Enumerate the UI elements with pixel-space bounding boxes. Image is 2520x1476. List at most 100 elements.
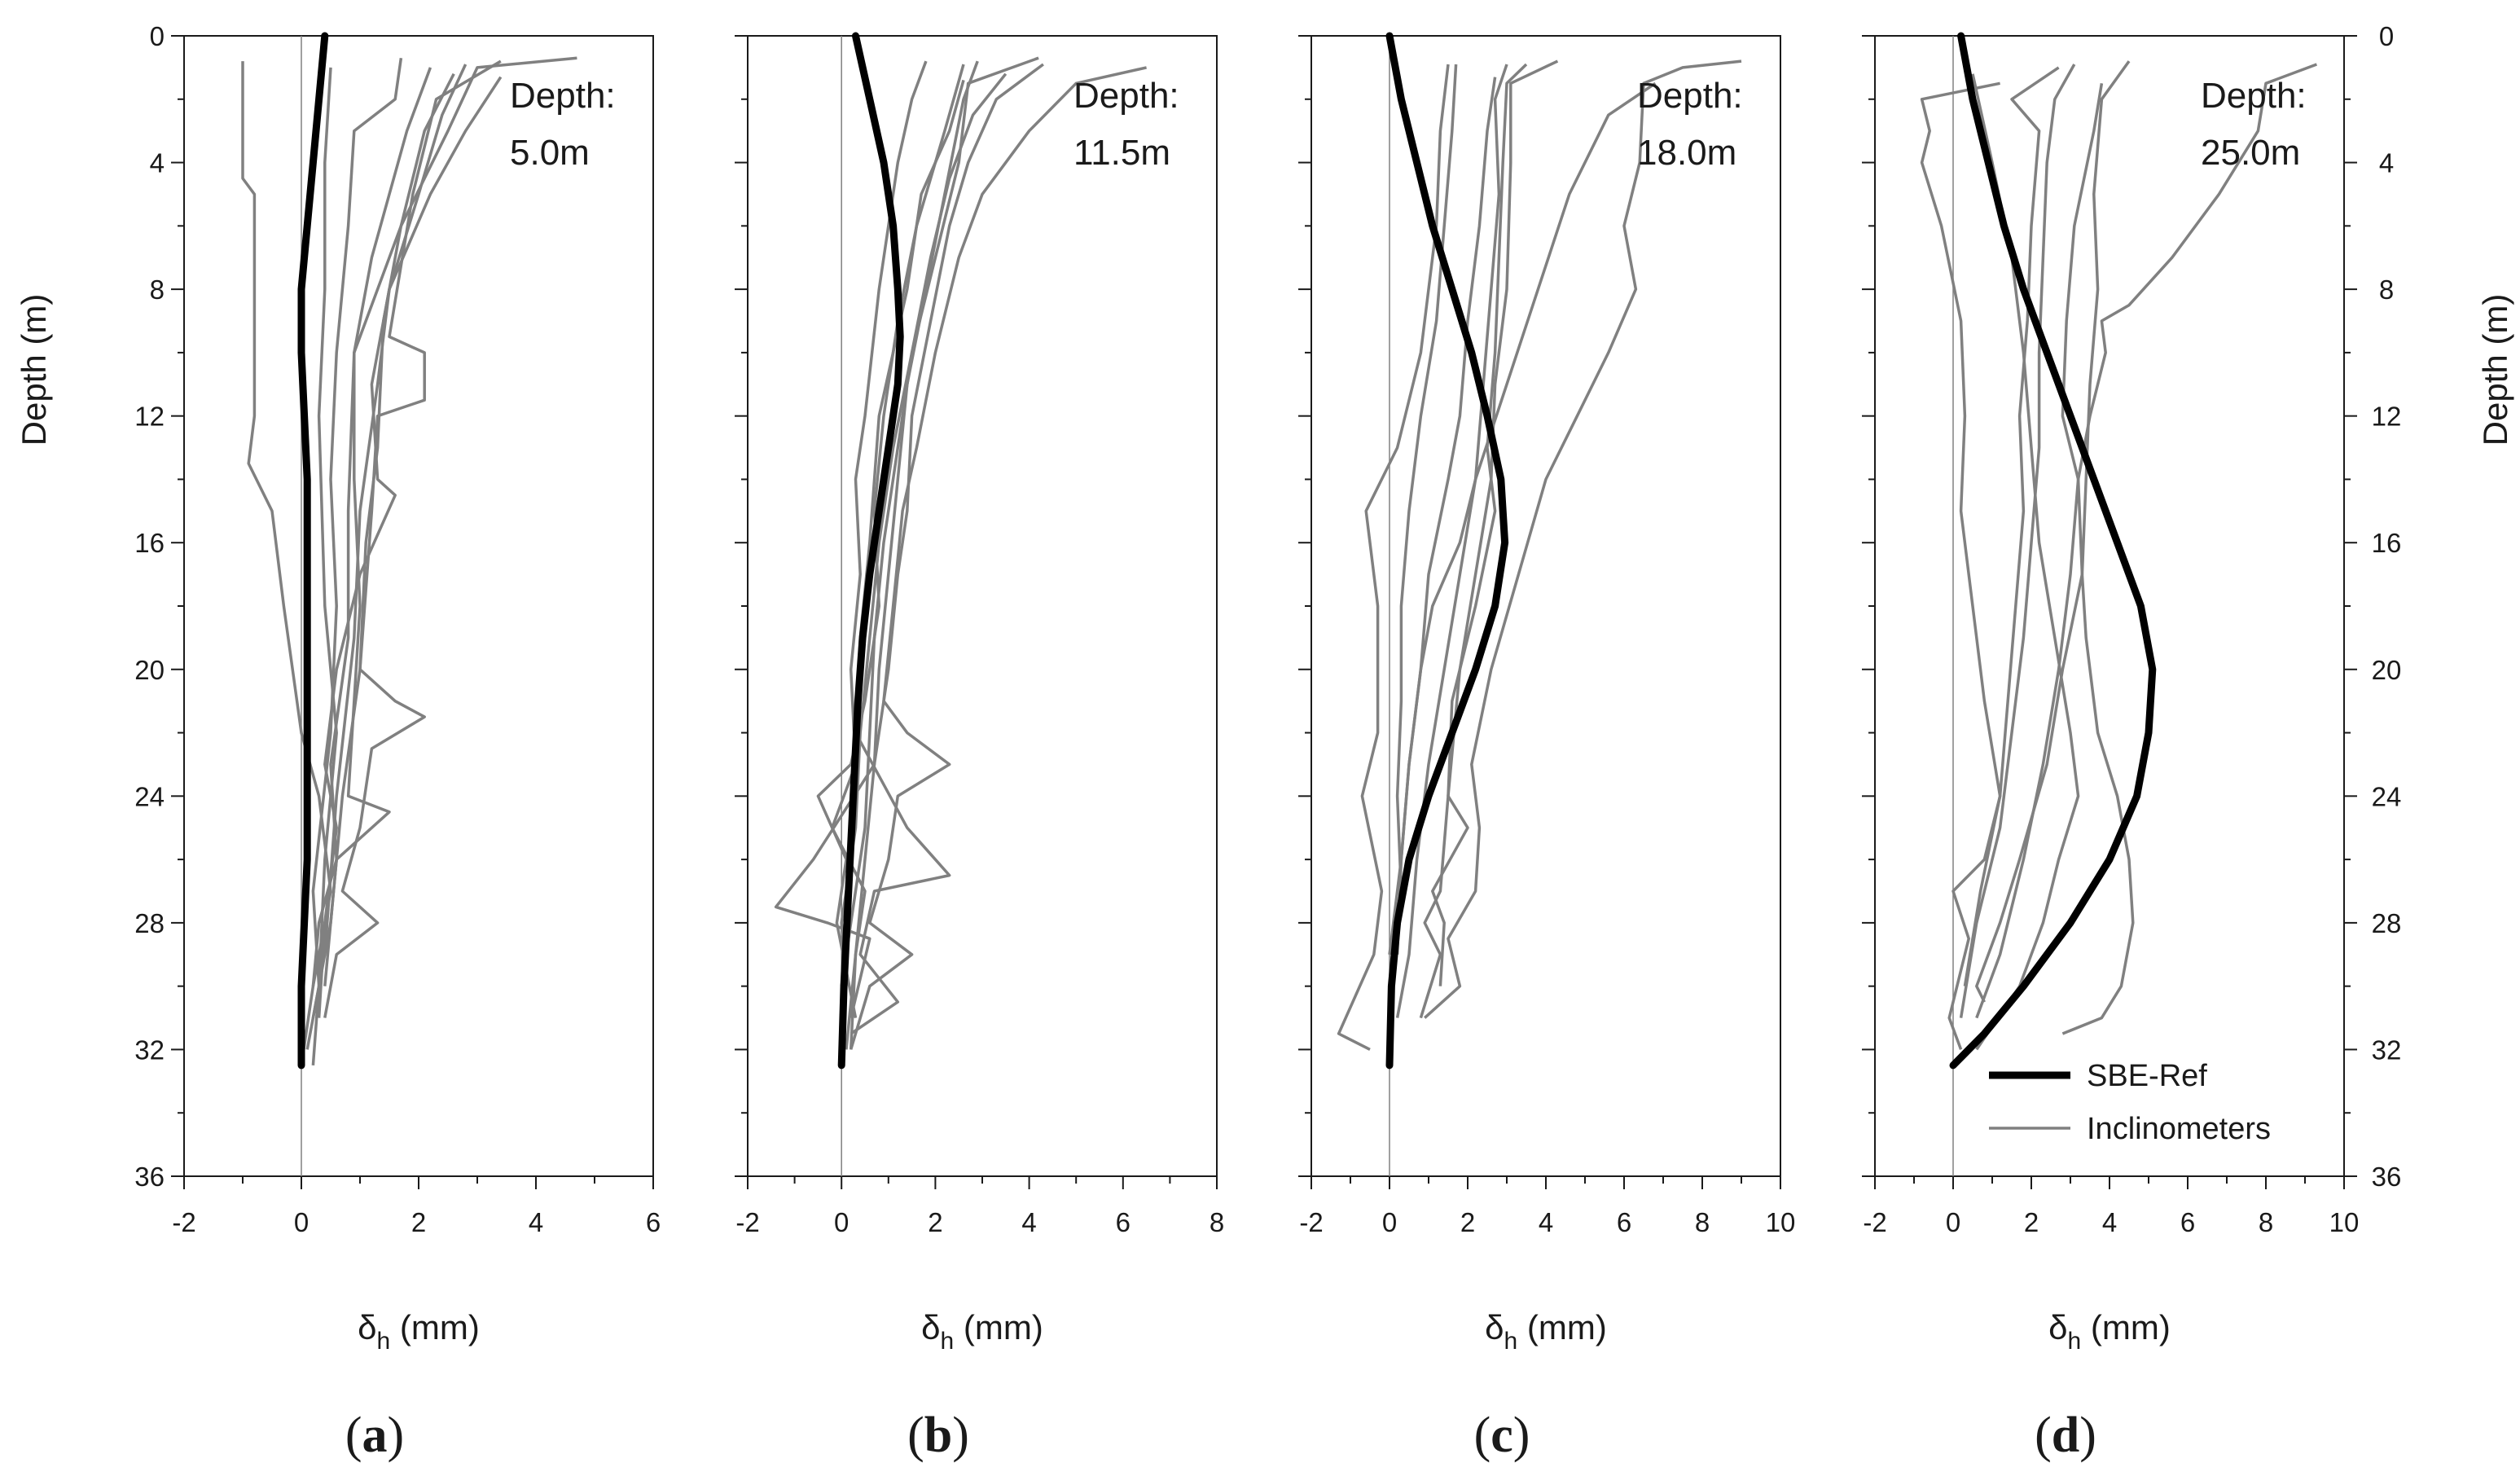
x-axis-label-units: (mm): [1517, 1308, 1607, 1346]
panel-label-letter: a: [362, 1408, 388, 1463]
x-axis-label-symbol: δ: [921, 1308, 940, 1346]
x-tick-label: -2: [1299, 1207, 1323, 1237]
y-axis-label-left: Depth (m): [15, 294, 53, 446]
x-tick-label: 2: [928, 1207, 942, 1237]
panel-label-close: ): [2079, 1408, 2096, 1463]
inclinometer-line: [1388, 81, 1657, 955]
x-tick-label: 6: [2180, 1207, 2195, 1237]
y-tick-label-right: 32: [2372, 1035, 2402, 1065]
x-tick-label: 4: [1539, 1207, 1553, 1237]
y-tick-label-right: 24: [2372, 781, 2402, 811]
panel-label-letter: b: [924, 1408, 952, 1463]
inclinometer-line: [311, 67, 338, 1066]
y-tick-label-right: 28: [2372, 908, 2402, 938]
inclinometer-line: [317, 76, 503, 1018]
y-tick-label-right: 4: [2379, 148, 2394, 178]
panel-label-open: (: [1474, 1408, 1491, 1463]
x-axis-label-subscript: h: [377, 1328, 391, 1355]
x-tick-label: 8: [1695, 1207, 1710, 1237]
inclinometer-line: [1975, 63, 2318, 1019]
panel-label-close: ): [388, 1408, 405, 1463]
panel-label-open: (: [2035, 1408, 2052, 1463]
panel-label-close: ): [952, 1408, 969, 1463]
y-tick-label: 24: [134, 781, 165, 811]
y-tick-label: 28: [134, 908, 165, 938]
x-tick-label: 8: [1210, 1207, 1224, 1237]
y-tick-label: 36: [134, 1162, 165, 1192]
x-tick-label: 0: [1382, 1207, 1397, 1237]
inclinometer-line: [1392, 64, 1458, 986]
x-axis-label-subscript: h: [1504, 1328, 1518, 1355]
x-tick-label: 4: [1021, 1207, 1036, 1237]
x-tick-label: 0: [834, 1207, 849, 1237]
panel-label-letter: c: [1490, 1408, 1513, 1463]
inclinometer-line: [774, 63, 1044, 1019]
inclinometer-line: [311, 56, 577, 986]
y-tick-label: 12: [134, 402, 165, 432]
panel-b: -2 0 2 4 6 8 Depth: 11.5m δh (mm) (b): [735, 32, 1224, 1463]
x-axis-label-subscript: h: [941, 1328, 955, 1355]
x-tick-label: 4: [529, 1207, 543, 1237]
depth-annotation-value: 25.0m: [2201, 133, 2300, 173]
x-axis-label: δh (mm): [2048, 1308, 2171, 1355]
y-tick-label: 20: [134, 655, 165, 685]
y-tick-label: 4: [150, 148, 165, 178]
x-tick-label: 10: [2329, 1207, 2360, 1237]
inclinometer-line: [1337, 64, 1450, 1051]
panel-label: (b): [907, 1408, 969, 1463]
panel-label-letter: d: [2052, 1408, 2079, 1463]
panel-label-open: (: [345, 1408, 362, 1463]
x-tick-label: 6: [646, 1207, 661, 1237]
x-axis-label-subscript: h: [2068, 1328, 2082, 1355]
inclinometer-line: [1395, 64, 1508, 1018]
x-axis-label-units: (mm): [954, 1308, 1043, 1346]
x-tick-label: 10: [1766, 1207, 1796, 1237]
x-tick-label: 6: [1116, 1207, 1130, 1237]
inclinometer-line: [1424, 59, 1742, 1019]
inclinometer-line: [2061, 83, 2135, 1035]
sbe-ref-line: [1949, 32, 2157, 1070]
x-tick-label: 6: [1617, 1207, 1631, 1237]
depth-annotation-title: Depth:: [1637, 76, 1743, 116]
inclinometer-line: [1431, 63, 1528, 986]
x-tick-label: -2: [1863, 1207, 1886, 1237]
inclinometer-line: [241, 61, 332, 1066]
inclinometer-line: [1971, 73, 2080, 1051]
y-tick-label-right: 8: [2379, 275, 2394, 305]
x-tick-label: 0: [294, 1207, 309, 1237]
depth-annotation-title: Depth:: [510, 76, 616, 116]
panel-label: (c): [1474, 1408, 1530, 1463]
sbe-ref-line: [1385, 32, 1509, 1070]
inclinometer-line: [830, 60, 928, 1050]
inclinometer-line: [1959, 64, 2076, 1018]
depth-annotation-value: 11.5m: [1073, 133, 1170, 173]
x-axis-label-symbol: δ: [1485, 1308, 1504, 1346]
y-tick-label-right: 36: [2372, 1162, 2402, 1192]
x-tick-label: 0: [1946, 1207, 1960, 1237]
inclinometer-line: [850, 66, 1147, 1050]
sbe-ref-line: [297, 32, 329, 1070]
inclinometer-line: [323, 59, 502, 1018]
panel-label: (a): [345, 1408, 404, 1463]
plot-frame: [1310, 35, 1781, 1177]
y-axis-label-right: Depth (m): [2476, 294, 2514, 446]
x-axis-label-units: (mm): [390, 1308, 480, 1346]
x-axis-label-symbol: δ: [358, 1308, 376, 1346]
panel-label-open: (: [907, 1408, 924, 1463]
y-tick-label-right: 20: [2372, 655, 2402, 685]
legend-incl-label: Inclinometers: [2087, 1112, 2271, 1146]
x-tick-label: -2: [172, 1207, 195, 1237]
x-axis-label: δh (mm): [1485, 1308, 1607, 1355]
y-tick-label: 0: [150, 21, 165, 51]
inclinometer-line: [1419, 59, 1559, 1019]
y-tick-label: 32: [134, 1035, 165, 1065]
plot-frame: [747, 35, 1218, 1177]
depth-annotation-value: 5.0m: [510, 133, 590, 173]
inclinometer-line: [323, 64, 468, 955]
inclinometer-line: [850, 79, 965, 1035]
y-tick-label-right: 0: [2379, 21, 2394, 51]
